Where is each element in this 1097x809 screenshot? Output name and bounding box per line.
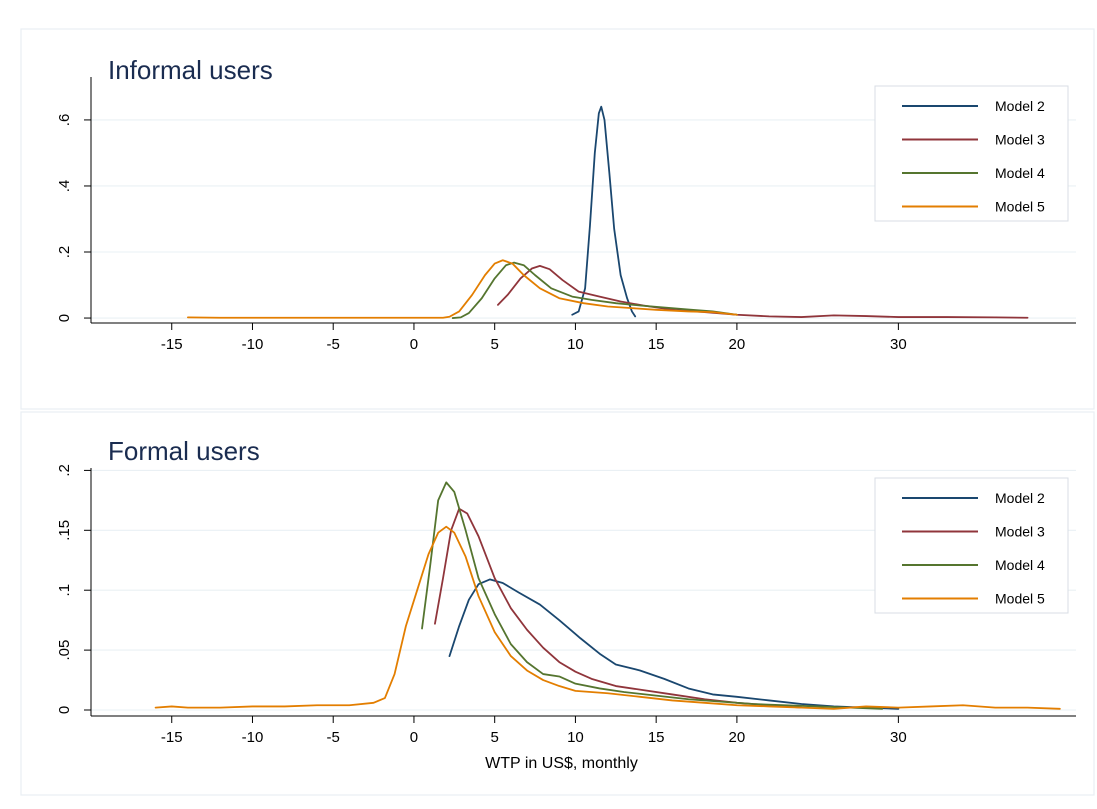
y-tick-label: 0: [56, 706, 73, 714]
x-tick-label: 20: [729, 729, 746, 746]
legend-label: Model 3: [995, 524, 1045, 540]
x-tick-label: 30: [890, 729, 907, 746]
legend-label: Model 3: [995, 132, 1045, 148]
y-tick-label: .15: [56, 520, 73, 541]
y-tick-label: .2: [56, 464, 73, 477]
panel-title: Formal users: [108, 436, 260, 466]
x-tick-label: -10: [242, 336, 264, 353]
legend-label: Model 2: [995, 490, 1045, 506]
legend-label: Model 2: [995, 98, 1045, 114]
x-tick-label: 5: [491, 729, 499, 746]
formal-users-panel: -15 -10 -5 0 5 10 15 20 30 0 .05 .1 .15 .2 Formal user…: [20, 411, 1095, 796]
legend-label: Model 4: [995, 557, 1045, 573]
series-line-model-4: [421, 481, 884, 710]
series-line-model-2: [448, 578, 900, 710]
y-tick-label: .2: [56, 246, 73, 259]
legend-label: Model 5: [995, 199, 1045, 215]
series-line-model-3: [434, 507, 803, 709]
legend-box: [874, 85, 1069, 222]
series-line-model-5: [154, 525, 1061, 710]
x-tick-label: 30: [890, 336, 907, 353]
legend: Model 2 Model 3 Model 4 Model 5: [874, 85, 1069, 222]
y-tick-label: 0: [56, 314, 73, 322]
legend-label: Model 5: [995, 591, 1045, 607]
series-line-model-4: [451, 261, 738, 319]
informal-users-panel: -15 -10 -5 0 5 10 15 20 30 0 .2 .4 .6 Informal users M…: [20, 28, 1095, 410]
x-tick-label: 10: [567, 336, 584, 353]
series-line-model-2: [571, 105, 637, 318]
x-tick-label: -5: [327, 336, 340, 353]
x-tick-label: 15: [648, 336, 665, 353]
x-tick-label: 5: [491, 336, 499, 353]
x-tick-label: -15: [161, 336, 183, 353]
legend-label: Model 4: [995, 165, 1045, 181]
x-tick-label: -5: [327, 729, 340, 746]
y-tick-label: .4: [56, 180, 73, 193]
x-tick-label: 20: [729, 336, 746, 353]
x-tick-label: -15: [161, 729, 183, 746]
y-tick-label: .1: [56, 584, 73, 597]
panel-title: Informal users: [108, 55, 273, 85]
y-tick-label: .05: [56, 640, 73, 661]
x-tick-label: 10: [567, 729, 584, 746]
x-tick-label: 0: [410, 729, 418, 746]
legend: Model 2 Model 3 Model 4 Model 5: [874, 477, 1069, 614]
x-tick-label: 15: [648, 729, 665, 746]
x-tick-label: 0: [410, 336, 418, 353]
x-tick-label: -10: [242, 729, 264, 746]
y-tick-label: .6: [56, 114, 73, 127]
series-line-model-5: [186, 259, 738, 319]
x-axis-title: WTP in US$, monthly: [485, 755, 638, 772]
legend-box: [874, 477, 1069, 614]
